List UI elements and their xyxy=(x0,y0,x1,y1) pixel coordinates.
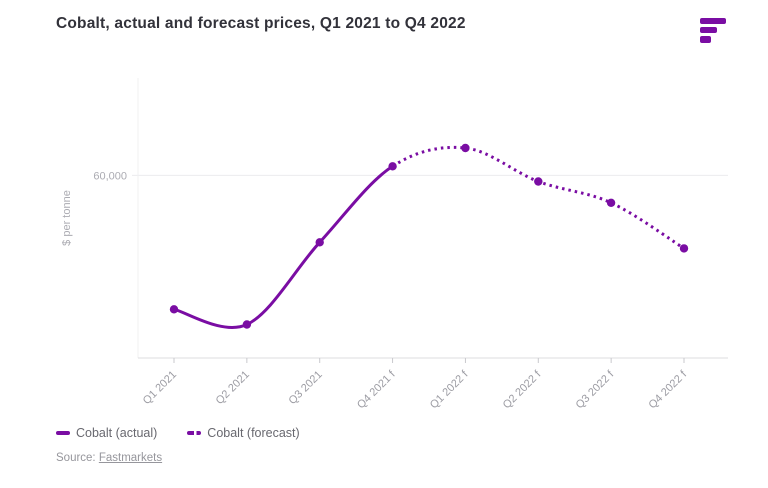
data-point-q1-2022-f[interactable] xyxy=(461,143,470,153)
legend-swatch-forecast-dashed xyxy=(187,430,202,436)
x-tick-label: Q3 2021 xyxy=(287,369,325,407)
chart-title: Cobalt, actual and forecast prices, Q1 2… xyxy=(56,15,466,32)
data-point-q1-2021[interactable] xyxy=(169,305,179,314)
x-tick-label: Q4 2021 f xyxy=(355,368,398,411)
source-prefix: Source: xyxy=(56,452,96,464)
series-forecast-line xyxy=(391,145,685,250)
data-point-q2-2022-f[interactable] xyxy=(534,177,543,186)
legend-swatch-actual-solid xyxy=(56,430,70,436)
logo-bar-bottom xyxy=(700,36,711,43)
chart-legend: Cobalt (actual) Cobalt (forecast) xyxy=(56,426,300,440)
logo-bar-middle xyxy=(700,27,717,33)
source-link[interactable]: Fastmarkets xyxy=(98,452,163,464)
data-point-q4-2021-f[interactable] xyxy=(388,162,397,171)
y-tick-label: 60,000 xyxy=(93,170,127,182)
x-tick-label: Q2 2022 f xyxy=(501,368,544,411)
source-line: Source: Fastmarkets xyxy=(56,452,162,464)
legend-item-forecast: Cobalt (forecast) xyxy=(187,426,300,440)
data-point-q3-2021[interactable] xyxy=(315,238,324,247)
data-point-q4-2022-f[interactable] xyxy=(679,244,689,253)
legend-item-actual: Cobalt (actual) xyxy=(56,426,157,440)
fastmarkets-logo xyxy=(700,18,740,46)
legend-label-actual: Cobalt (actual) xyxy=(76,426,158,440)
x-tick-label: Q1 2021 xyxy=(141,369,179,407)
series-actual-line xyxy=(172,164,395,329)
y-axis-title: $ per tonne xyxy=(61,190,73,246)
x-tick-label: Q3 2022 f xyxy=(574,368,617,411)
logo-bar-top xyxy=(700,18,726,24)
data-point-q3-2022-f[interactable] xyxy=(606,198,616,207)
legend-label-forecast: Cobalt (forecast) xyxy=(207,426,300,440)
x-tick-label: Q1 2022 f xyxy=(428,368,471,411)
data-point-q2-2021[interactable] xyxy=(242,320,252,329)
x-tick-label: Q4 2022 f xyxy=(646,368,689,411)
x-tick-label: Q2 2021 xyxy=(214,369,252,407)
